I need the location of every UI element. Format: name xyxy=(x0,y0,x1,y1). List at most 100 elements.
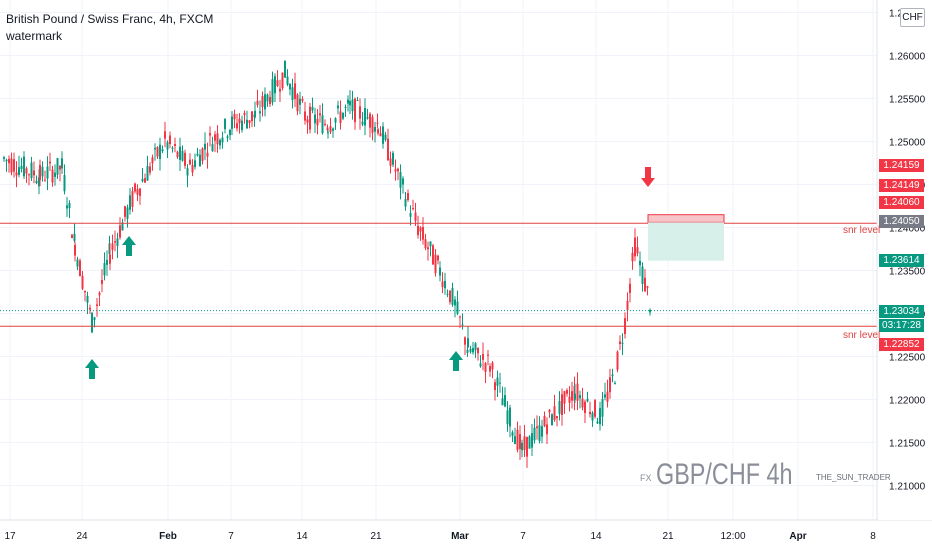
candle-body xyxy=(76,259,79,267)
candle-body xyxy=(56,158,59,175)
candle-body xyxy=(141,178,144,182)
candle-body xyxy=(279,88,281,92)
candle-body xyxy=(35,180,38,183)
candle-body xyxy=(201,148,204,161)
candle-body xyxy=(39,164,41,181)
time-tick-label: 21 xyxy=(662,531,674,542)
candle-body xyxy=(494,382,496,391)
candle-body xyxy=(121,222,124,231)
grid xyxy=(0,0,877,520)
candle-body xyxy=(484,363,487,373)
candle-body xyxy=(161,149,164,152)
candle-body xyxy=(224,119,226,130)
candle-body xyxy=(619,341,621,344)
candle-body xyxy=(191,164,194,173)
candle-body xyxy=(626,300,629,311)
candle-body xyxy=(84,290,86,293)
candle-body xyxy=(474,343,477,351)
candle-body xyxy=(5,159,8,162)
candle-body xyxy=(264,94,266,110)
candle-body xyxy=(334,118,337,123)
candle-body xyxy=(472,348,474,353)
candle-body xyxy=(51,169,54,183)
candle-body xyxy=(636,247,639,254)
candle-body xyxy=(536,426,538,429)
candle-body xyxy=(566,390,568,394)
candle-body xyxy=(221,137,224,143)
down-arrow-icon xyxy=(641,167,655,187)
candle-body xyxy=(461,324,464,326)
candle-body xyxy=(164,131,166,139)
price-tag: 03:17:28 xyxy=(879,319,924,332)
candle-body xyxy=(354,98,356,123)
candle-body xyxy=(176,151,179,158)
candle-body xyxy=(91,312,93,333)
candle-body xyxy=(106,259,108,265)
candle-body xyxy=(379,133,382,137)
candle-body xyxy=(611,374,614,377)
candle-body xyxy=(553,406,556,421)
chart-title: British Pound / Swiss Franc, 4h, FXCM xyxy=(6,12,214,26)
price-tag: 1.24060 xyxy=(879,196,924,209)
candle-body xyxy=(68,203,71,209)
candle-body xyxy=(589,411,591,415)
candle-body xyxy=(414,212,417,221)
candle-body xyxy=(18,167,20,175)
candle-body xyxy=(166,142,169,150)
currency-button[interactable]: CHF xyxy=(900,8,925,27)
candle-body xyxy=(316,118,319,126)
candle-body xyxy=(199,154,201,167)
price-tick-label: 1.23500 xyxy=(889,267,926,278)
candle-body xyxy=(134,183,136,192)
time-tick-label: 7 xyxy=(228,531,234,542)
candle-body xyxy=(294,83,296,99)
watermark-label: watermark xyxy=(6,29,63,43)
candle-body xyxy=(28,174,30,176)
candle-body xyxy=(376,122,379,124)
time-tick-label: 12:00 xyxy=(720,531,745,542)
candle-body xyxy=(551,414,553,425)
candle-body xyxy=(144,178,146,183)
candle-body xyxy=(499,382,501,384)
candle-body xyxy=(361,121,364,125)
candle-body xyxy=(216,133,219,145)
candle-body xyxy=(196,153,199,156)
time-tick-label: Mar xyxy=(451,531,469,542)
stop-zone xyxy=(647,214,725,223)
candle-body xyxy=(466,349,469,353)
candle-body xyxy=(459,316,461,318)
watermark-author: THE_SUN_TRADER xyxy=(816,473,891,482)
price-tick-label: 1.21500 xyxy=(889,439,926,450)
candle-body xyxy=(556,416,558,419)
time-tick-label: 24 xyxy=(76,531,88,542)
candle-body xyxy=(489,366,491,372)
candle-body xyxy=(412,208,414,210)
candle-body xyxy=(241,120,243,131)
candle-body xyxy=(574,393,576,400)
candle-body xyxy=(511,432,514,436)
candle-body xyxy=(63,175,66,192)
candle-body xyxy=(531,433,533,448)
up-arrow-icon xyxy=(85,359,99,379)
candle-body xyxy=(124,206,126,217)
candle-body xyxy=(479,363,482,367)
candle-body xyxy=(44,179,46,181)
candle-body xyxy=(584,401,586,414)
candle-body xyxy=(304,111,306,121)
time-tick-label: 14 xyxy=(590,531,602,542)
candle-body xyxy=(561,394,563,415)
watermark-prefix: FX xyxy=(640,473,652,483)
symbol-watermark: FX GBP/CHF 4h THE_SUN_TRADER xyxy=(638,456,891,496)
candle-body xyxy=(634,237,636,257)
candle-body xyxy=(15,172,18,176)
candle-body xyxy=(601,399,604,417)
candle-body xyxy=(284,60,286,78)
candle-body xyxy=(73,233,76,241)
candle-body xyxy=(229,130,231,136)
candle-body xyxy=(456,301,459,314)
candle-body xyxy=(533,427,536,441)
candle-body xyxy=(101,279,103,284)
candle-body xyxy=(324,123,326,125)
candle-body xyxy=(541,426,543,437)
candle-body xyxy=(616,351,619,370)
